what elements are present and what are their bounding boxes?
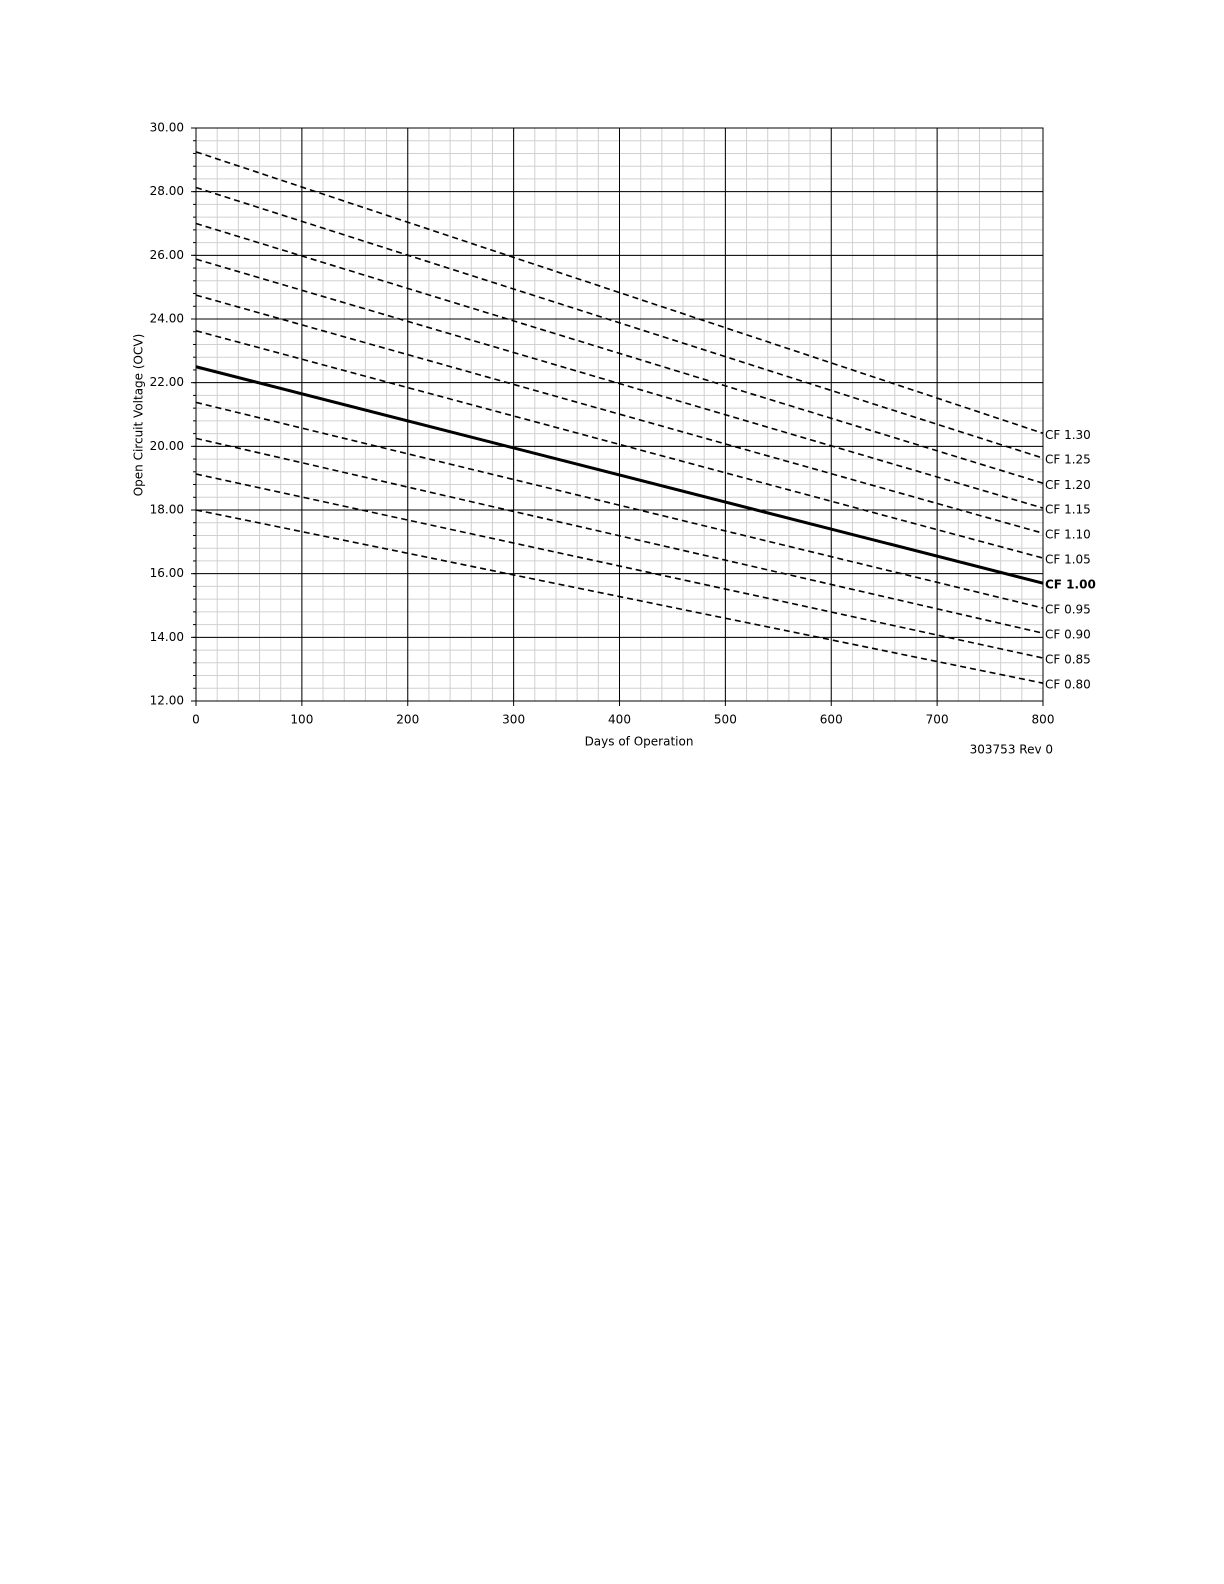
series-label: CF 1.30 <box>1045 428 1091 442</box>
x-tick-label: 800 <box>1032 713 1055 727</box>
y-tick-label: 16.00 <box>150 566 184 580</box>
x-axis-title: Days of Operation <box>585 735 694 749</box>
series-label: CF 1.25 <box>1045 453 1091 467</box>
y-tick-label: 28.00 <box>150 184 184 198</box>
x-tick-label: 700 <box>926 713 949 727</box>
series-line <box>195 365 1044 585</box>
y-tick-label: 26.00 <box>150 248 184 262</box>
x-tick-label: 300 <box>502 713 525 727</box>
x-tick-label: 500 <box>714 713 737 727</box>
x-tick-label: 400 <box>608 713 631 727</box>
series-line <box>195 186 1044 459</box>
y-tick-label: 14.00 <box>150 630 184 644</box>
x-tick-label: 100 <box>290 713 313 727</box>
x-tick-label: 0 <box>192 713 200 727</box>
series-label: CF 1.10 <box>1045 528 1091 542</box>
series-label: CF 0.90 <box>1045 628 1091 642</box>
series-line <box>195 330 1044 559</box>
series-line <box>195 258 1044 509</box>
x-tick-label: 200 <box>396 713 419 727</box>
y-tick-label: 18.00 <box>150 503 184 517</box>
footnote: 303753 Rev 0 <box>970 743 1053 757</box>
series-line <box>195 222 1044 485</box>
series-line <box>195 509 1044 684</box>
series-line <box>195 401 1044 609</box>
series-line <box>195 294 1044 535</box>
series-label: CF 1.15 <box>1045 503 1091 517</box>
y-tick-label: 20.00 <box>150 439 184 453</box>
y-tick-label: 30.00 <box>150 121 184 135</box>
y-tick-label: 22.00 <box>150 375 184 389</box>
x-tick-label: 600 <box>820 713 843 727</box>
y-tick-label: 12.00 <box>150 694 184 708</box>
series-line <box>195 473 1044 659</box>
series-line <box>195 437 1044 634</box>
series-label: CF 0.80 <box>1045 678 1091 692</box>
series-label: CF 1.20 <box>1045 478 1091 492</box>
series-label: CF 0.95 <box>1045 603 1091 617</box>
series-label: CF 1.00 <box>1045 578 1096 592</box>
series-label: CF 1.05 <box>1045 553 1091 567</box>
y-axis-title: Open Circuit Voltage (OCV) <box>132 334 146 497</box>
plot-frame <box>195 127 1044 702</box>
series-label: CF 0.85 <box>1045 653 1091 667</box>
series-line <box>195 151 1044 435</box>
y-tick-label: 24.00 <box>150 312 184 326</box>
